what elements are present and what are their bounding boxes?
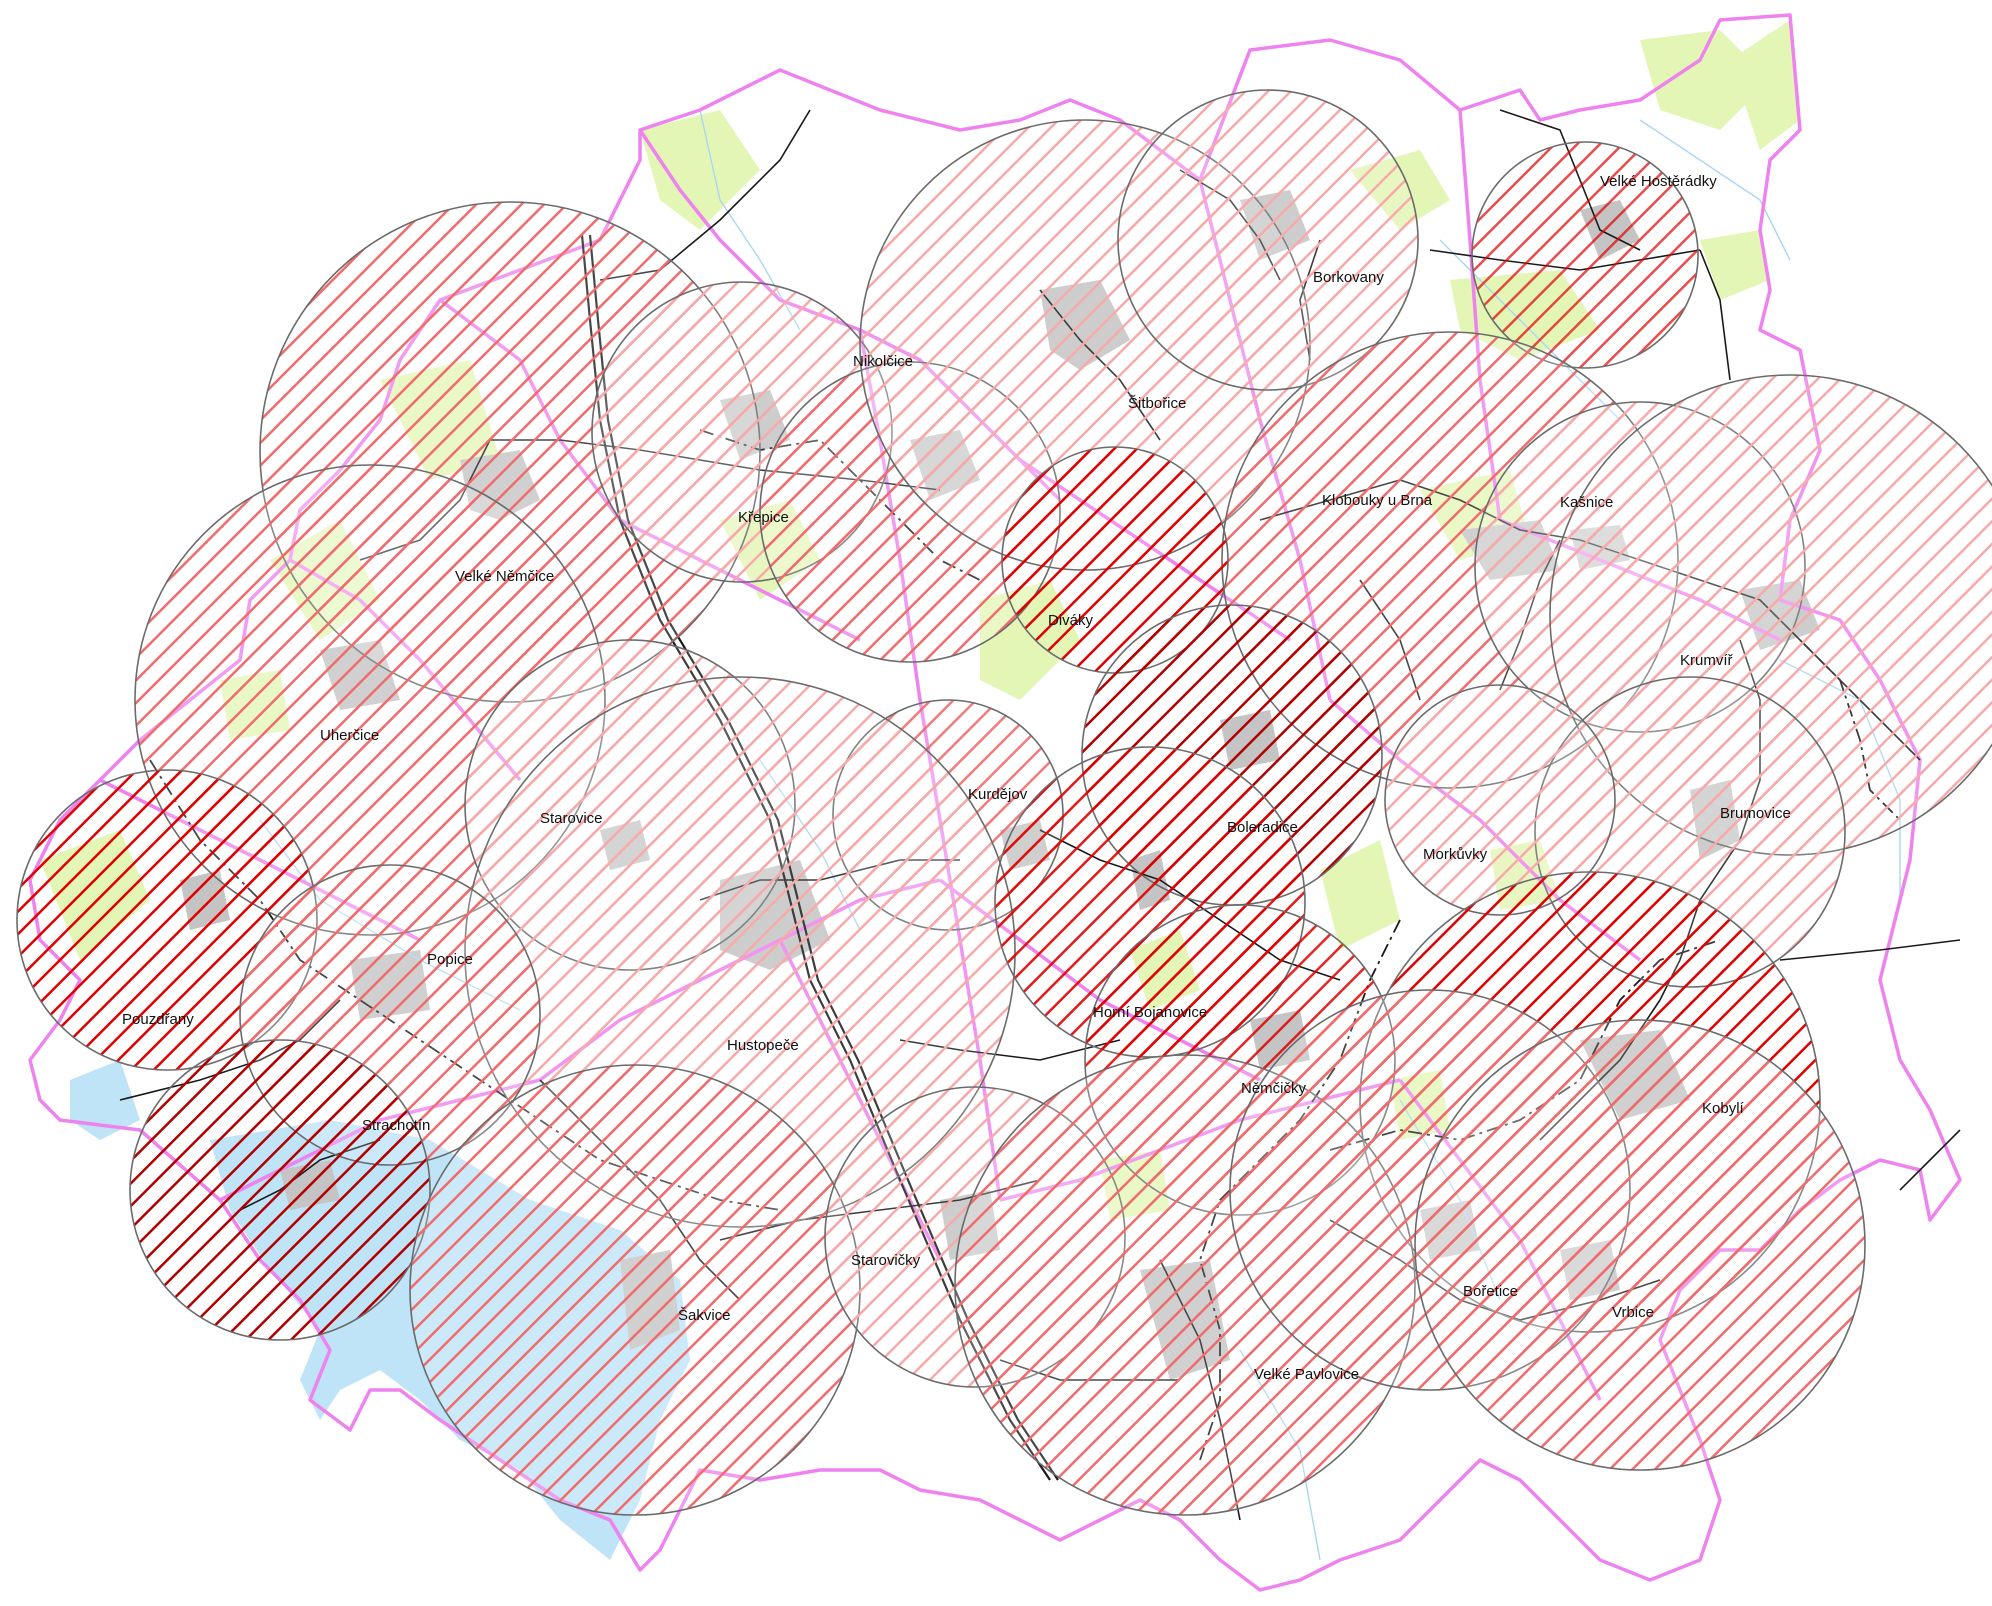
zone-strachotin[interactable] <box>129 1039 431 1341</box>
zone-vrbice[interactable] <box>1414 1019 1866 1471</box>
place-labels: Velké Němčice Uherčice Křepice Nikolčice… <box>122 173 1791 1383</box>
label-uhercice: Uherčice <box>320 727 379 744</box>
label-pouzdrany: Pouzdřany <box>122 1011 194 1028</box>
label-divaky: Diváky <box>1048 612 1094 629</box>
label-sitborice: Šitbořice <box>1128 395 1186 412</box>
label-boretice: Bořetice <box>1463 1283 1518 1300</box>
label-nikolcice: Nikolčice <box>853 353 913 370</box>
label-velke-pavlovice: Velké Pavlovice <box>1254 1366 1359 1383</box>
label-kobyli: Kobylí <box>1702 1100 1745 1117</box>
label-strachotin: Strachotín <box>362 1117 430 1134</box>
label-krumvir: Krumvíř <box>1680 652 1734 669</box>
label-hustopece: Hustopeče <box>727 1037 799 1054</box>
label-staravicky: Starovičky <box>851 1252 921 1269</box>
zone-velke-hosteradky[interactable] <box>1471 141 1699 369</box>
label-popice: Popice <box>427 951 473 968</box>
buffer-zones <box>16 89 1992 1516</box>
label-kurdejov: Kurdějov <box>968 786 1028 803</box>
label-brumovice: Brumovice <box>1720 805 1791 822</box>
label-sakvice: Šakvice <box>678 1307 731 1324</box>
label-klobouky: Klobouky u Brna <box>1322 492 1433 509</box>
label-kasnice: Kašnice <box>1560 494 1613 511</box>
label-morkuvky: Morkůvky <box>1423 846 1488 863</box>
label-borkovany: Borkovany <box>1313 269 1384 286</box>
label-velke-hosteradky: Velké Hostěrádky <box>1600 173 1717 190</box>
label-horni-bojanovice: Horní Bojanovice <box>1093 1004 1207 1021</box>
label-nemcicky: Němčičky <box>1241 1080 1307 1097</box>
zone-sakvice[interactable] <box>409 1064 861 1516</box>
label-starovice: Starovice <box>540 810 603 827</box>
label-boleradice: Boleradice <box>1227 819 1298 836</box>
label-krepice: Křepice <box>738 509 789 526</box>
label-vrbice: Vrbice <box>1612 1304 1654 1321</box>
zone-borkovany[interactable] <box>1117 89 1419 391</box>
label-velke-nemcice: Velké Němčice <box>455 568 554 585</box>
